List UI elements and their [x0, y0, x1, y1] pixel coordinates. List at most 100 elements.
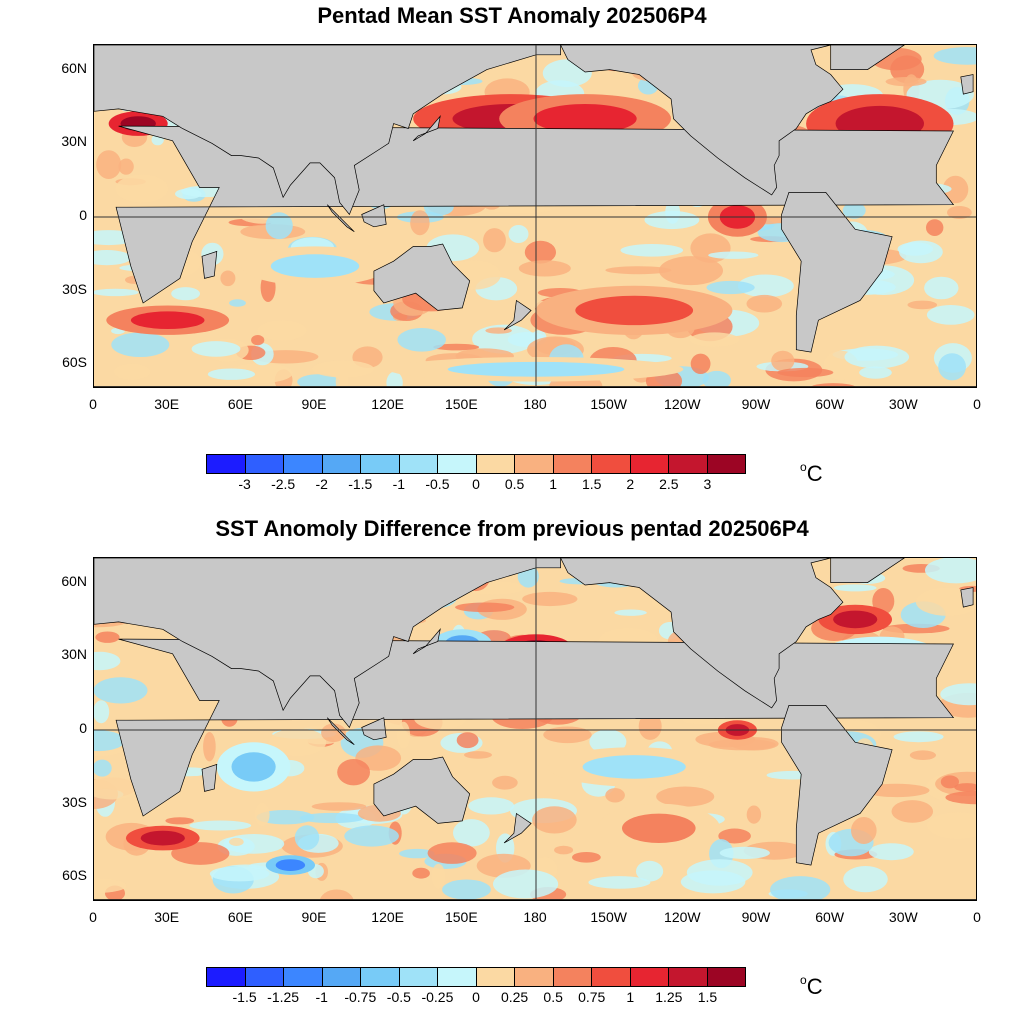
colorbar-tick-label: 0.5	[504, 476, 525, 492]
anomaly-patch	[868, 843, 914, 861]
lon-tick-label: 120W	[664, 909, 701, 925]
anomaly-patch	[94, 777, 140, 800]
anomaly-patch	[518, 260, 571, 277]
anomaly-patch	[945, 790, 976, 805]
anomaly-feature	[533, 104, 637, 134]
anomaly-patch	[940, 775, 960, 789]
anomaly-patch	[942, 175, 969, 204]
anomaly-patch	[543, 726, 592, 744]
colorbar-swatch	[553, 455, 592, 473]
colorbar-tick-label: -3	[238, 476, 251, 492]
lon-tick-label: 30E	[154, 396, 180, 412]
lon-tick-label: 0	[89, 909, 97, 925]
anomaly-patch	[94, 651, 121, 671]
map-title-2: SST Anomoly Difference from previous pen…	[215, 516, 809, 541]
land-mass	[201, 763, 218, 792]
lat-tick-label: 60N	[61, 572, 87, 589]
lon-tick-label: 0	[973, 909, 981, 925]
lat-tick-label: 30S	[62, 793, 87, 810]
anomaly-patch	[165, 817, 194, 825]
land-mass	[781, 192, 893, 353]
anomaly-feature	[622, 813, 696, 843]
anomaly-patch	[810, 383, 857, 387]
lat-tick-label: 30N	[61, 133, 87, 150]
anomaly-patch	[251, 335, 265, 346]
anomaly-patch	[483, 228, 506, 253]
anomaly-patch	[636, 860, 664, 882]
colorbar-swatch	[630, 455, 669, 473]
anomaly-patch	[665, 200, 680, 224]
colorbar-tick-label: 1	[626, 989, 635, 1005]
anomaly-patch	[299, 812, 365, 824]
anomaly-patch	[938, 353, 966, 381]
anomaly-patch	[397, 328, 446, 352]
colorbar-2	[206, 967, 746, 987]
lon-tick-label: 60W	[815, 396, 845, 412]
anomaly-patch	[522, 591, 578, 607]
sst-anomaly-map	[93, 44, 977, 388]
colorbar-tick-label: -0.5	[386, 989, 411, 1005]
anomaly-patch	[464, 751, 492, 759]
anomaly-patch	[94, 759, 112, 777]
anomaly-patch	[191, 341, 241, 357]
land-mass	[960, 74, 974, 95]
anomaly-patch	[925, 558, 976, 584]
lat-tick-label: 60S	[62, 354, 87, 371]
colorbar-swatch	[207, 968, 246, 986]
colorbar-swatch	[707, 968, 745, 986]
lon-tick-label: 180	[523, 396, 547, 412]
colorbar-swatch	[553, 968, 592, 986]
anomaly-patch	[885, 77, 927, 87]
colorbar-swatch	[438, 968, 477, 986]
anomaly-patch	[321, 723, 346, 743]
colorbar-swatch	[245, 968, 284, 986]
land-mass	[503, 812, 532, 844]
lat-tick-label: 0	[79, 207, 87, 223]
anomaly-feature	[130, 311, 205, 330]
anomaly-patch	[399, 848, 435, 859]
colorbar-swatch	[707, 455, 745, 473]
colorbar-tick-label: -1.25	[267, 989, 300, 1005]
anomaly-patch	[702, 370, 731, 387]
anomaly-patch	[907, 300, 938, 310]
anomaly-patch	[111, 332, 170, 358]
anomaly-patch	[297, 374, 340, 387]
colorbar-tick-label: 0.5	[543, 989, 563, 1005]
colorbar-swatch	[669, 968, 708, 986]
colorbar-swatch	[592, 455, 631, 473]
land-mass	[373, 243, 471, 311]
anomaly-patch	[493, 869, 559, 899]
anomaly-patch	[189, 820, 252, 831]
anomaly-feature	[275, 859, 306, 871]
lon-tick-label: 150W	[590, 909, 627, 925]
anomaly-patch	[638, 712, 662, 740]
lat-tick-label: 30S	[62, 280, 87, 297]
colorbar-tick-label: 3	[703, 476, 712, 492]
anomaly-patch	[676, 891, 735, 900]
lon-tick-label: 90W	[741, 396, 771, 412]
colorbar-swatch	[284, 455, 323, 473]
anomaly-patch	[118, 158, 134, 175]
colorbar-tick-label: 0.75	[578, 989, 606, 1005]
lon-tick-label: 60E	[227, 909, 253, 925]
colorbar-tick-label: 2	[626, 476, 635, 492]
colorbar-swatch	[361, 968, 400, 986]
anomaly-patch	[940, 683, 976, 706]
anomaly-patch	[337, 759, 370, 786]
anomaly-patch	[94, 878, 127, 893]
colorbar-tick-label: -1	[392, 476, 406, 492]
anomaly-patch	[927, 812, 976, 839]
anomaly-patch	[620, 244, 684, 257]
colorbar-swatch	[399, 968, 438, 986]
anomaly-patch	[842, 202, 866, 219]
lon-tick-label: 180	[523, 909, 547, 925]
colorbar-swatch	[515, 968, 554, 986]
anomaly-patch	[771, 350, 795, 372]
anomaly-patch	[718, 828, 751, 844]
anomaly-patch	[453, 819, 490, 847]
anomaly-patch	[94, 730, 126, 752]
colorbar-tick-label: -0.75	[344, 989, 377, 1005]
land-mass	[94, 45, 561, 216]
anomaly-patch	[456, 732, 479, 749]
colorbar-swatch	[515, 455, 554, 473]
